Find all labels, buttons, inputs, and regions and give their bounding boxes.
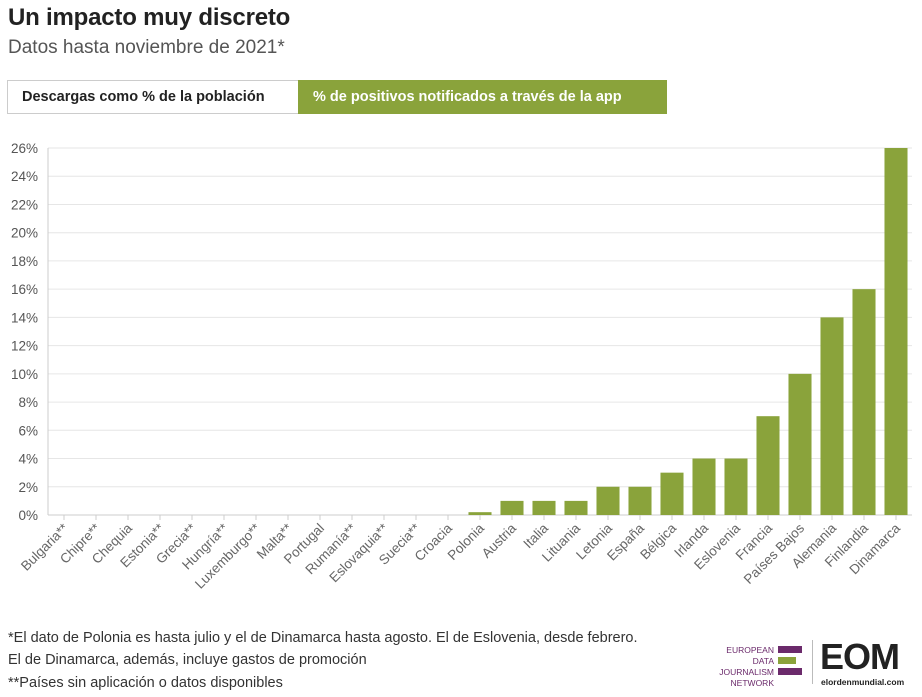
bar-chart: 0% 2% 4% 6% 8% 10% 12% 14% 16% 18% 20% 22% 24% 26% Bul…	[11, 141, 912, 592]
y-tick-label: 4%	[18, 452, 38, 467]
bar[interactable]	[500, 500, 524, 515]
bar[interactable]	[628, 486, 652, 515]
bar[interactable]	[692, 458, 716, 515]
eom-logo-site: elordenmundial.com	[821, 677, 905, 687]
y-tick-label: 24%	[11, 169, 38, 184]
y-tick-label: 12%	[11, 339, 38, 354]
eom-logo-letters: EOM	[820, 636, 900, 677]
bar[interactable]	[852, 289, 876, 515]
metric-tabs: Descargas como % de la población % de po…	[7, 80, 667, 114]
eom-logo[interactable]: EOM elordenmundial.com	[820, 636, 915, 688]
y-tick-label: 20%	[11, 226, 38, 241]
x-tick-label: Bulgaria**	[18, 520, 72, 574]
chart-subtitle: Datos hasta noviembre de 2021*	[8, 37, 285, 58]
tab-descargas[interactable]: Descargas como % de la población	[7, 80, 298, 114]
footnote-data-periods: *El dato de Polonia es hasta julio y el …	[8, 630, 638, 668]
bar[interactable]	[468, 512, 492, 515]
tab-positivos[interactable]: % de positivos notificados a través de l…	[298, 80, 667, 114]
edjnet-e-icon	[778, 646, 802, 675]
y-tick-label: 14%	[11, 310, 38, 325]
bar[interactable]	[660, 472, 684, 515]
y-tick-label: 10%	[11, 367, 38, 382]
edjnet-logo-text: EUROPEAN DATA JOURNALISM NETWORK	[719, 645, 774, 688]
bar[interactable]	[532, 500, 556, 515]
edjnet-logo[interactable]: EUROPEAN DATA JOURNALISM NETWORK	[700, 645, 810, 688]
bar[interactable]	[884, 148, 908, 515]
bar[interactable]	[564, 500, 588, 515]
y-tick-label: 26%	[11, 141, 38, 156]
y-tick-label: 6%	[18, 423, 38, 438]
bar[interactable]	[724, 458, 748, 515]
bar[interactable]	[788, 373, 812, 515]
x-tick-label: Polonia	[445, 520, 488, 563]
y-tick-label: 18%	[11, 254, 38, 269]
y-tick-label: 8%	[18, 395, 38, 410]
bar[interactable]	[596, 486, 620, 515]
logo-divider	[812, 640, 813, 684]
y-tick-label: 2%	[18, 480, 38, 495]
x-tick-label: Austria	[479, 520, 520, 561]
y-tick-label: 0%	[18, 508, 38, 523]
footnote-no-app: **Países sin aplicación o datos disponib…	[8, 675, 283, 691]
bar[interactable]	[756, 416, 780, 515]
bar[interactable]	[820, 317, 844, 515]
chart-title: Un impacto muy discreto	[8, 4, 291, 31]
x-tick-label: Bélgica	[637, 520, 679, 562]
y-tick-label: 22%	[11, 197, 38, 212]
y-tick-label: 16%	[11, 282, 38, 297]
